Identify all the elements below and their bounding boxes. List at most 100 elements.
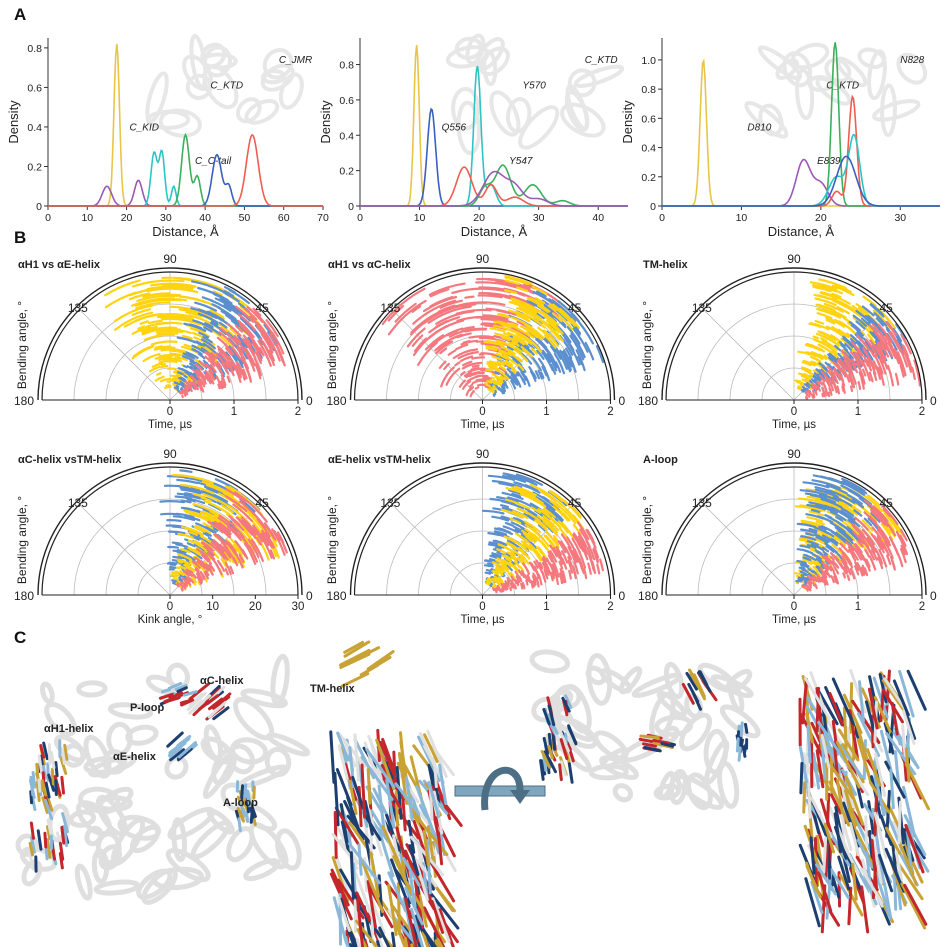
polar-arc — [186, 542, 196, 548]
polar-arc — [547, 554, 554, 563]
polar-arc — [203, 500, 234, 518]
polar-arc — [147, 319, 163, 325]
polar-arc — [517, 363, 525, 371]
density-curve-5 — [662, 155, 940, 207]
polar-arc — [543, 507, 556, 519]
polar-arc — [488, 583, 493, 588]
polar-arc — [497, 379, 502, 384]
polar-arc — [188, 383, 193, 388]
polar-arc — [816, 380, 820, 386]
polar-arc — [427, 305, 472, 324]
angle-label-135: 135 — [68, 496, 88, 510]
polar-arc — [498, 482, 515, 488]
polar-arc — [484, 571, 491, 575]
polar-arc — [137, 325, 146, 330]
polar-arc — [797, 578, 804, 582]
polar-arc — [861, 359, 867, 369]
ribbon-segment — [456, 100, 482, 156]
polar-arc — [201, 296, 232, 312]
polar-arc — [506, 581, 510, 587]
polar-arc — [868, 555, 877, 571]
polar-arc — [854, 516, 869, 531]
polar-arc — [188, 380, 193, 385]
polar-arc — [549, 571, 554, 582]
polar-arc — [833, 367, 841, 378]
helix-vector — [901, 709, 916, 745]
polar-arc — [833, 565, 840, 575]
helix-vector — [867, 687, 879, 730]
polar-arc — [875, 365, 881, 376]
polar-arc — [228, 355, 237, 369]
polar-arc — [834, 563, 840, 569]
polar-arc — [211, 303, 222, 310]
polar-arc — [513, 375, 522, 388]
helix-vector — [28, 852, 35, 871]
polar-arc — [188, 531, 198, 536]
polar-arc — [183, 374, 188, 379]
polar-arc — [438, 340, 452, 351]
helix-vector — [188, 682, 211, 701]
polar-arc — [577, 557, 583, 570]
polar-arc — [447, 349, 457, 356]
polar-arc — [114, 304, 154, 323]
polar-arc — [513, 481, 528, 488]
cartoon-ribbon — [84, 825, 104, 847]
polar-arc — [173, 381, 181, 386]
polar-arc — [505, 359, 512, 365]
helix-vector — [54, 779, 58, 796]
polar-arc — [825, 490, 836, 496]
polar-arc — [193, 382, 199, 391]
polar-arc — [556, 552, 564, 565]
polar-arc — [515, 332, 533, 345]
polar-outer-rim — [661, 267, 927, 401]
polar-arc — [154, 355, 173, 360]
helix-vector — [872, 676, 889, 719]
cartoon-ribbon — [95, 794, 128, 837]
polar-arc — [139, 320, 149, 325]
polar-arc — [168, 530, 186, 535]
helix-vector — [851, 862, 858, 901]
polar-arc — [154, 345, 164, 349]
polar-arc — [448, 327, 488, 338]
ribbon-segment — [451, 86, 481, 131]
polar-arc — [853, 565, 860, 576]
cartoon-ribbon — [599, 668, 633, 694]
polar-arc — [184, 515, 201, 522]
polar-arc — [544, 530, 560, 549]
polar-arc — [808, 527, 818, 532]
polar-arc — [227, 362, 234, 373]
helix-vector — [739, 721, 744, 738]
polar-arc — [251, 511, 267, 529]
polar-arc — [491, 373, 500, 379]
ribbon-segment — [262, 48, 294, 80]
polar-arc — [595, 345, 605, 364]
polar-arc — [181, 355, 195, 362]
x-tick-label: 30 — [894, 212, 906, 224]
polar-arc — [516, 507, 529, 515]
x-tick-label: 50 — [239, 212, 251, 224]
polar-arc — [817, 284, 843, 295]
polar-x-label: Kink angle, ° — [138, 614, 203, 626]
helix-vector — [207, 701, 227, 719]
polar-arc — [564, 546, 572, 560]
helix-vector — [870, 839, 879, 890]
polar-y-label: Bending angle, ° — [15, 301, 29, 389]
cartoon-ribbon — [98, 844, 123, 871]
helix-vector — [365, 748, 396, 789]
polar-arc — [835, 555, 843, 563]
polar-arc — [525, 568, 531, 575]
cartoon-ribbon — [653, 783, 682, 801]
polar-arc — [238, 556, 245, 568]
polar-arc — [205, 483, 235, 499]
polar-arc — [811, 378, 816, 384]
density-curve-1 — [662, 158, 940, 207]
polar-arc — [862, 295, 877, 308]
polar-arc — [802, 584, 807, 589]
cartoon-ribbon — [110, 817, 146, 866]
polar-arc — [455, 308, 492, 315]
polar-arc — [869, 515, 878, 524]
polar-arc — [197, 286, 230, 302]
polar-arc — [236, 347, 246, 361]
helix-vector — [805, 861, 819, 893]
